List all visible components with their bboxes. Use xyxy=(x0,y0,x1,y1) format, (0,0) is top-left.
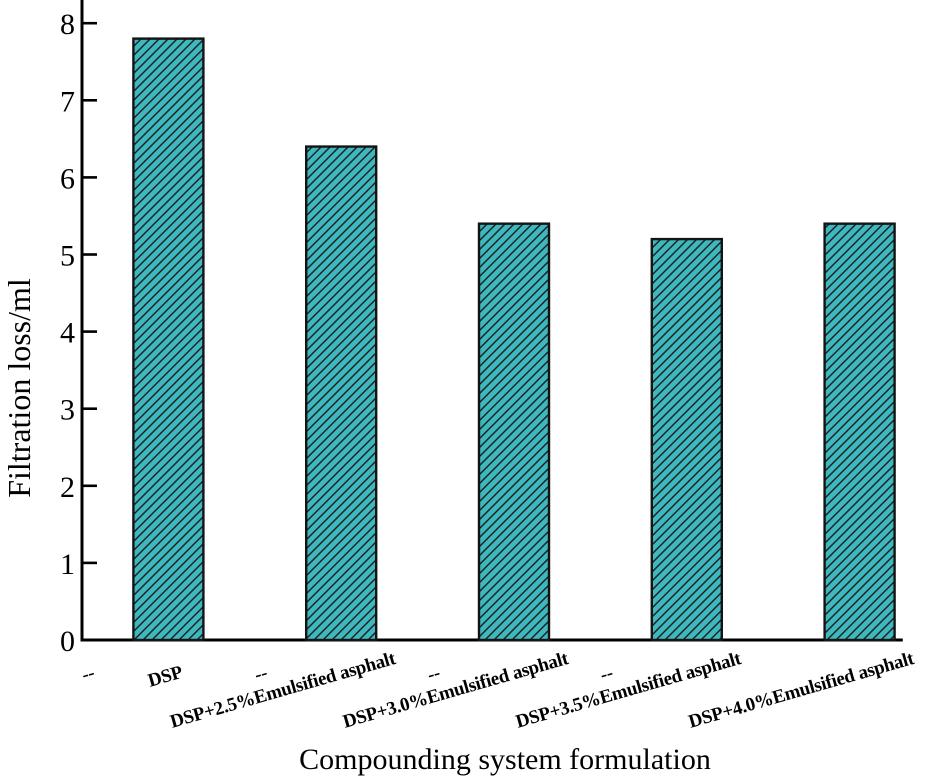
y-tick-label: 3 xyxy=(60,394,75,427)
y-axis-title: Filtration loss/ml xyxy=(1,278,37,498)
y-tick-label: 7 xyxy=(60,85,75,118)
bar xyxy=(650,237,723,642)
x-tick-label: DSP xyxy=(146,662,186,692)
bar xyxy=(132,37,205,642)
x-axis-title: Compounding system formulation xyxy=(299,743,711,776)
y-tick-label: 1 xyxy=(60,548,75,581)
x-tick-label: -- xyxy=(598,662,615,686)
bar xyxy=(305,145,378,642)
x-tick-label: -- xyxy=(425,662,442,686)
x-tick-label: -- xyxy=(79,662,96,686)
y-tick-label: 8 xyxy=(60,8,75,41)
y-tick-label: 0 xyxy=(60,625,75,658)
y-tick-label: 6 xyxy=(60,162,75,195)
bar xyxy=(477,222,551,642)
x-tick-label: -- xyxy=(252,662,269,686)
y-tick-label: 5 xyxy=(60,240,75,273)
y-tick-label: 2 xyxy=(60,471,75,504)
y-tick-label: 4 xyxy=(60,317,75,350)
bar xyxy=(823,222,896,642)
